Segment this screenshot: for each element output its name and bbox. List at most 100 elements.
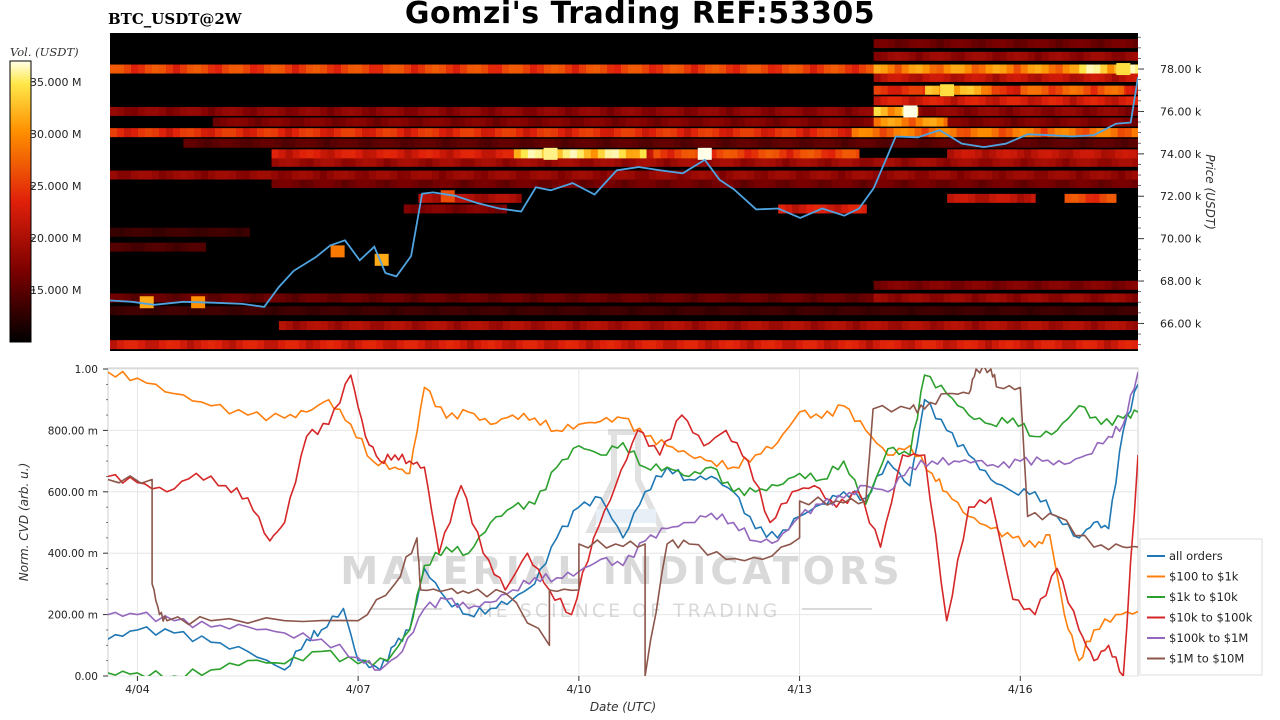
heatmap-cell [138, 227, 146, 237]
heatmap-cell [397, 170, 405, 180]
heatmap-cell [1090, 340, 1098, 350]
heatmap-cell [957, 306, 965, 316]
heatmap-cell [985, 73, 994, 83]
heatmap-cell [355, 64, 363, 74]
heatmap-cell [572, 106, 580, 116]
heatmap-cell [1118, 157, 1127, 167]
heatmap-cell [810, 106, 818, 116]
heatmap-cell [1111, 340, 1119, 350]
heatmap-cell [1090, 280, 1099, 290]
heatmap-cell [208, 106, 216, 116]
heatmap-cell [1020, 106, 1028, 116]
heatmap-cell [1019, 128, 1028, 138]
heatmap-cell [397, 293, 405, 303]
heatmap-cell [859, 306, 867, 316]
heatmap-cell [512, 138, 520, 148]
heatmap-cell [649, 106, 657, 116]
heatmap-cell [1118, 51, 1127, 61]
heatmap-cell [173, 227, 181, 237]
heatmap-cell [646, 117, 655, 127]
heatmap-cell [478, 117, 487, 127]
heatmap-cell [187, 64, 195, 74]
heatmap-cell [400, 138, 408, 148]
heatmap-cell [754, 179, 763, 189]
heatmap-cell [971, 39, 980, 49]
heatmap-cell [236, 170, 244, 180]
heatmap-cell [901, 85, 910, 95]
heatmap-cell [922, 293, 931, 303]
heatmap-cell [414, 138, 422, 148]
heatmap-cell [236, 293, 244, 303]
heatmap-cell [1132, 39, 1138, 49]
heatmap-cell [446, 128, 454, 138]
heatmap-cell [1118, 293, 1127, 303]
heatmap-cell [1013, 51, 1022, 61]
heatmap-cell [635, 157, 644, 167]
heatmap-cell [901, 179, 910, 189]
heatmap-cell [921, 128, 930, 138]
heatmap-cell [849, 117, 858, 127]
heatmap-cell [726, 340, 734, 350]
heatmap-cell [117, 64, 125, 74]
heatmap-cell [1069, 306, 1077, 316]
heatmap-cell [183, 138, 191, 148]
heatmap-cell [499, 117, 508, 127]
heatmap-cell [1083, 106, 1091, 116]
heatmap-cell [180, 227, 188, 237]
heatmap-cell [1104, 157, 1113, 167]
heatmap-cell [306, 340, 314, 350]
heatmap-cell [775, 293, 783, 303]
heatmap-cell [341, 64, 349, 74]
heatmap-cell [589, 138, 597, 148]
heatmap-cell [460, 106, 468, 116]
heatmap-cell [1111, 157, 1120, 167]
heatmap-cell [1034, 39, 1043, 49]
heatmap-cell [351, 138, 359, 148]
heatmap-cell [1090, 293, 1099, 303]
heatmap-cell [852, 157, 861, 167]
heatmap-cell [800, 149, 808, 159]
heatmap-cell [383, 106, 391, 116]
heatmap-cell [432, 293, 440, 303]
heatmap-cell [1034, 170, 1042, 180]
heatmap-cell [992, 170, 1000, 180]
heatmap-cell [558, 106, 566, 116]
heatmap-cell [404, 321, 413, 331]
heatmap-cell [250, 293, 258, 303]
heatmap-cell [747, 340, 755, 350]
heatmap-cell [887, 321, 896, 331]
heatmap-cell [1024, 193, 1032, 203]
heatmap-cell [516, 170, 524, 180]
heatmap-cell [369, 321, 378, 331]
heatmap-cell [376, 179, 385, 189]
heatmap-cell [544, 179, 553, 189]
orderbook-heatmap-panel: 66.00 k68.00 k70.00 k72.00 k74.00 k76.00… [110, 33, 1217, 351]
heatmap-cell [593, 340, 601, 350]
heatmap-cell [936, 179, 945, 189]
heatmap-cell [313, 306, 321, 316]
heatmap-cell [971, 306, 979, 316]
heatmap-cell [691, 128, 699, 138]
heatmap-cell [733, 170, 741, 180]
heatmap-cell [1125, 280, 1134, 290]
heatmap-cell [565, 170, 573, 180]
heatmap-cell [110, 128, 118, 138]
heatmap-cell [803, 157, 812, 167]
heatmap-cell [691, 340, 699, 350]
heatmap-cell [1097, 106, 1105, 116]
heatmap-cell [495, 64, 503, 74]
heatmap-cell [936, 117, 945, 127]
heatmap-cell [1045, 149, 1053, 159]
heatmap-cell [684, 106, 692, 116]
heatmap-cell [509, 321, 518, 331]
heatmap-cell [341, 170, 349, 180]
heatmap-cell [1045, 117, 1054, 127]
heatmap-cell [733, 179, 742, 189]
heatmap-cell [194, 106, 202, 116]
heatmap-cell [698, 128, 706, 138]
heatmap-cell [782, 128, 790, 138]
heatmap-cell [285, 106, 293, 116]
heatmap-cell [481, 293, 489, 303]
heatmap-cell [456, 138, 464, 148]
heatmap-cell [971, 51, 980, 61]
